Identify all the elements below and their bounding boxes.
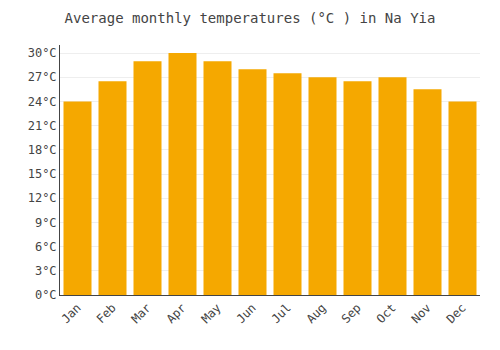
svg-text:Aug: Aug bbox=[304, 301, 329, 326]
svg-text:May: May bbox=[199, 301, 224, 326]
svg-text:Apr: Apr bbox=[164, 301, 189, 326]
svg-text:15°C: 15°C bbox=[28, 167, 57, 181]
svg-text:Jan: Jan bbox=[59, 301, 84, 326]
svg-text:12°C: 12°C bbox=[28, 191, 57, 205]
svg-text:3°C: 3°C bbox=[35, 264, 57, 278]
svg-text:Feb: Feb bbox=[94, 301, 119, 326]
svg-text:Sep: Sep bbox=[339, 301, 364, 326]
svg-text:18°C: 18°C bbox=[28, 143, 57, 157]
svg-text:21°C: 21°C bbox=[28, 119, 57, 133]
svg-text:Dec: Dec bbox=[444, 301, 469, 326]
svg-text:Nov: Nov bbox=[409, 301, 434, 326]
svg-text:9°C: 9°C bbox=[35, 216, 57, 230]
svg-text:Average monthly temperatures (: Average monthly temperatures (°C ) in Na… bbox=[65, 10, 436, 26]
svg-text:30°C: 30°C bbox=[28, 46, 57, 60]
svg-text:6°C: 6°C bbox=[35, 240, 57, 254]
svg-text:27°C: 27°C bbox=[28, 70, 57, 84]
svg-text:Mar: Mar bbox=[129, 301, 154, 326]
svg-text:Jun: Jun bbox=[234, 301, 259, 326]
svg-text:Oct: Oct bbox=[374, 301, 399, 326]
svg-text:Jul: Jul bbox=[269, 301, 294, 326]
svg-text:0°C: 0°C bbox=[35, 288, 57, 302]
svg-text:24°C: 24°C bbox=[28, 95, 57, 109]
